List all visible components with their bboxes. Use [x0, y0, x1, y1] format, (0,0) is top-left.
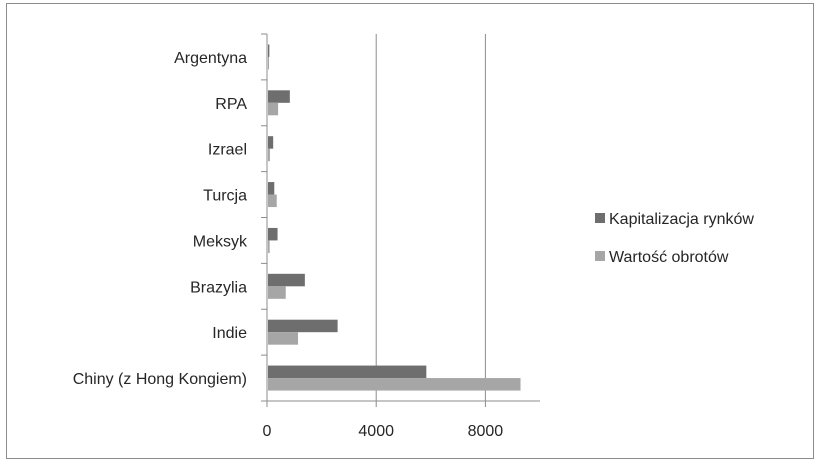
bar-kapitalizacja-7: [268, 44, 270, 57]
labels: 0 4000 8000 Chiny (z Hong Kongiem) Indie Braz…: [73, 50, 504, 440]
category-label-2: Brazylia: [190, 279, 247, 296]
bars: [268, 44, 521, 391]
bar-obroty-3: [268, 240, 270, 253]
axes: [261, 33, 540, 407]
legend-swatch-1: [595, 251, 605, 261]
bar-kapitalizacja-1: [268, 319, 338, 333]
bar-obroty-5: [268, 148, 270, 162]
bar-obroty-4: [268, 194, 277, 208]
category-label-1: Indie: [212, 325, 247, 342]
category-label-0: Chiny (z Hong Kongiem): [73, 371, 247, 388]
bar-kapitalizacja-3: [268, 227, 278, 241]
bar-obroty-7: [268, 56, 269, 70]
legend-swatch-0: [595, 213, 605, 223]
bar-obroty-6: [268, 102, 279, 116]
category-label-4: Turcja: [203, 188, 247, 205]
bar-obroty-1: [268, 332, 299, 345]
x-tick-label-0: 0: [263, 423, 272, 440]
bar-obroty-2: [268, 286, 286, 299]
legend-label-1: Wartość obrotów: [609, 249, 729, 266]
legend-label-0: Kapitalizacja rynków: [609, 211, 754, 228]
category-label-6: RPA: [215, 96, 247, 113]
bar-chart: 0 4000 8000 Chiny (z Hong Kongiem) Indie Braz…: [73, 33, 754, 440]
bar-obroty-0: [268, 378, 521, 391]
bar-kapitalizacja-2: [268, 273, 305, 287]
x-tick-label-2: 8000: [468, 423, 504, 440]
gridlines: [375, 34, 486, 401]
bar-kapitalizacja-0: [268, 365, 427, 379]
chart-frame: 0 4000 8000 Chiny (z Hong Kongiem) Indie Braz…: [6, 3, 814, 459]
bar-kapitalizacja-6: [268, 90, 290, 103]
category-label-7: Argentyna: [174, 50, 247, 67]
bar-kapitalizacja-5: [268, 136, 274, 149]
x-tick-label-1: 4000: [358, 423, 394, 440]
category-label-3: Meksyk: [193, 233, 248, 250]
legend: Kapitalizacja rynków Wartość obrotów: [595, 211, 754, 266]
bar-kapitalizacja-4: [268, 182, 275, 195]
category-label-5: Izrael: [208, 142, 247, 159]
